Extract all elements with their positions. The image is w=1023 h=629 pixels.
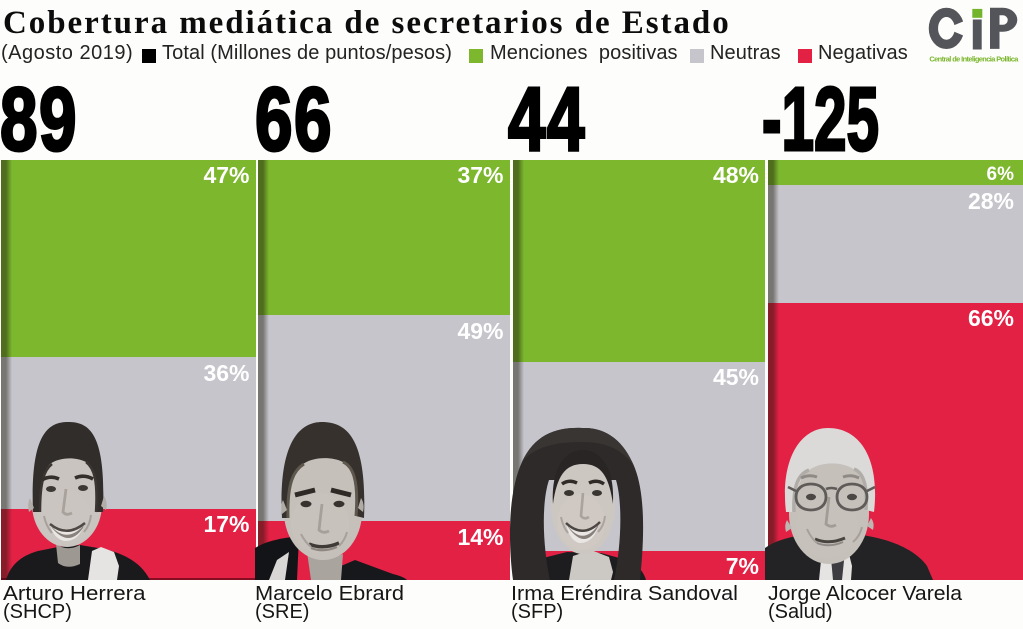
- svg-text:Central de Inteligencia Políti: Central de Inteligencia Política: [929, 55, 1019, 64]
